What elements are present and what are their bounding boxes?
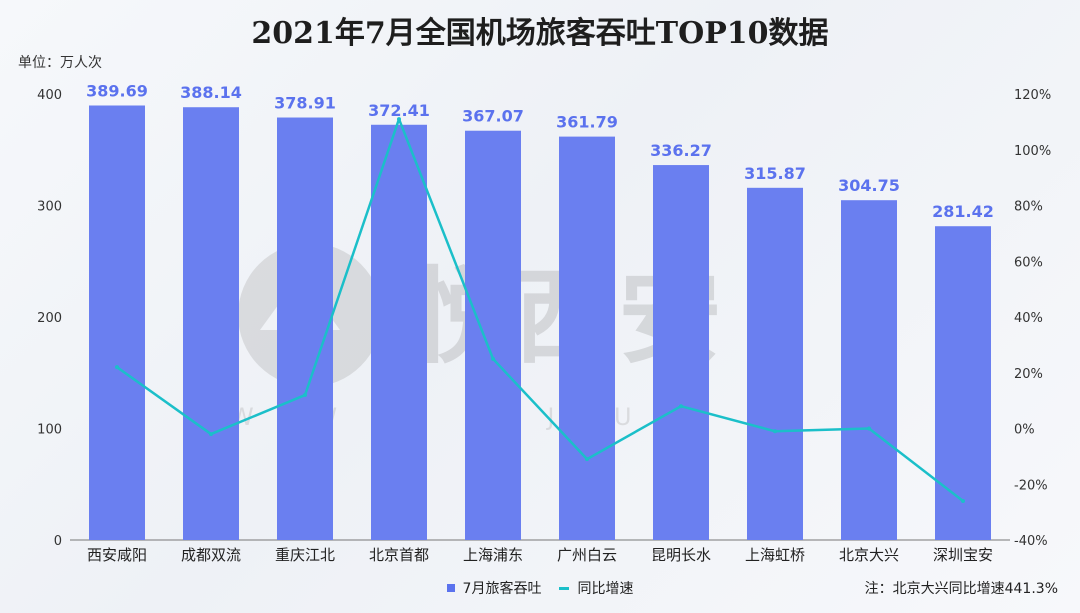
y-left-tick-label: 0 [54, 534, 62, 549]
y-right-tick-label: 80% [1014, 200, 1043, 215]
y-left-tick-label: 200 [37, 311, 62, 326]
growth-point [961, 498, 965, 503]
bar-value-label: 388.14 [180, 83, 242, 102]
growth-polyline [116, 117, 964, 502]
x-category-label: 深圳宝安 [933, 546, 993, 564]
growth-point [115, 365, 119, 370]
y-right-tick-label: 100% [1014, 144, 1051, 159]
y-left-tick-label: 400 [37, 88, 62, 103]
growth-point [209, 432, 213, 437]
x-category-label: 西安咸阳 [87, 546, 147, 564]
y-right-tick-label: -20% [1014, 478, 1048, 493]
growth-point [491, 356, 495, 361]
bar-value-label: 372.41 [368, 101, 430, 120]
bar [747, 187, 803, 541]
footnote: 注：北京大兴同比增速441.3% [864, 581, 1058, 597]
bar-value-label: 378.91 [274, 94, 336, 113]
x-category-label: 北京首都 [369, 546, 429, 564]
bar [277, 117, 333, 540]
growth-point [303, 393, 307, 398]
growth-point [585, 457, 589, 462]
bars [89, 105, 991, 541]
x-category-label: 北京大兴 [839, 546, 899, 564]
x-category-label: 昆明长水 [651, 546, 711, 564]
y-right-tick-label: 20% [1014, 367, 1043, 382]
legend-line-label: 同比增速 [577, 581, 634, 597]
x-category-label: 上海虹桥 [745, 546, 805, 564]
bar-value-label: 304.75 [838, 176, 900, 195]
y-left-tick-label: 300 [37, 200, 62, 215]
growth-point [397, 117, 401, 122]
bar [89, 105, 145, 540]
bar-value-label: 389.69 [86, 81, 148, 100]
growth-point [867, 426, 871, 431]
bar [653, 165, 709, 540]
bar-value-label: 281.42 [932, 202, 994, 221]
legend-item-line[interactable]: 同比增速 [559, 578, 633, 598]
legend-bar-label: 7月旅客吞吐 [462, 581, 542, 597]
growth-point [679, 404, 683, 409]
data-labels: 389.69 388.14 378.91 372.41 367.07 361.79 336.… [86, 81, 994, 221]
bar [183, 107, 239, 540]
y-left-tick-label: 100 [37, 423, 62, 438]
bar [841, 200, 897, 541]
legend-item-bar[interactable]: 7月旅客吞吐 [446, 578, 542, 598]
unit-label: 单位：万人次 [18, 55, 102, 71]
bar-value-label: 336.27 [650, 141, 712, 160]
y-right-tick-label: 0% [1014, 423, 1035, 438]
bar [371, 124, 427, 540]
bar-value-label: 361.79 [556, 113, 618, 132]
growth-line [115, 117, 965, 503]
bar [935, 226, 991, 540]
growth-point [773, 429, 777, 434]
y-right-tick-label: 40% [1014, 311, 1043, 326]
bar-value-label: 315.87 [744, 164, 806, 183]
y-right-tick-label: -40% [1014, 534, 1048, 549]
bar [559, 136, 615, 540]
x-category-label: 重庆江北 [275, 546, 335, 564]
y-right-tick-label: 60% [1014, 255, 1043, 270]
bar [465, 130, 521, 540]
legend-line-icon [559, 586, 570, 590]
legend: 7月旅客吞吐 同比增速 [0, 578, 1080, 598]
chart-title: 2021年7月全国机场旅客吞吐TOP10数据 [251, 16, 829, 51]
bar-value-label: 367.07 [462, 107, 524, 126]
x-category-label: 成都双流 [181, 546, 241, 564]
x-category-label: 上海浦东 [463, 546, 523, 564]
x-category-label: 广州白云 [557, 546, 617, 564]
y-right-tick-label: 120% [1014, 88, 1051, 103]
legend-bar-icon [446, 584, 455, 592]
